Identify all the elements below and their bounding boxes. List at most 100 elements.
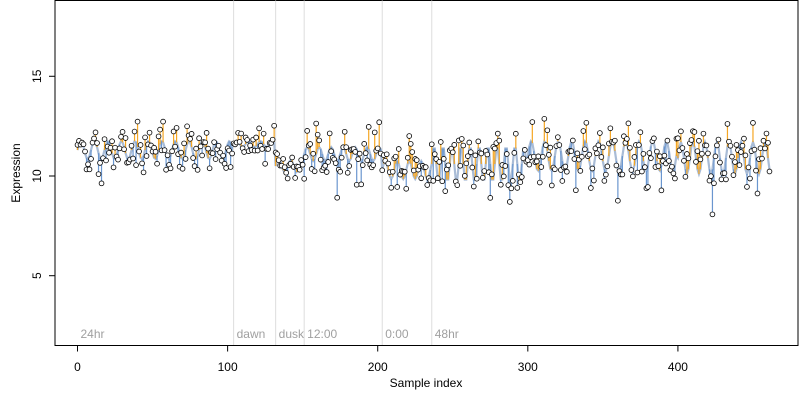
data-point-12	[92, 129, 99, 136]
data-point-461	[766, 168, 773, 175]
data-point-341	[586, 151, 593, 158]
data-point-422	[708, 173, 714, 179]
data-point-172	[332, 160, 339, 166]
data-point-79	[193, 145, 199, 152]
data-point-444	[741, 135, 747, 142]
data-point-349	[598, 154, 605, 160]
data-point-375	[637, 129, 644, 135]
data-point-271	[481, 168, 488, 174]
data-point-332	[573, 187, 579, 194]
data-point-407	[685, 155, 692, 162]
data-point-376	[639, 168, 645, 175]
data-point-194	[365, 124, 372, 130]
data-point-344	[591, 177, 597, 184]
data-point-28	[116, 145, 123, 152]
data-point-32	[122, 135, 129, 141]
data-point-88	[206, 165, 213, 172]
data-point-255	[457, 162, 464, 169]
data-point-381	[646, 150, 653, 156]
data-point-380	[645, 184, 651, 190]
data-point-133	[274, 151, 280, 157]
data-point-314	[546, 152, 552, 158]
data-point-59	[163, 167, 169, 173]
data-point-346	[594, 150, 600, 157]
data-point-207	[385, 160, 392, 167]
data-point-326	[564, 168, 570, 175]
data-point-310	[540, 153, 546, 160]
data-point-224	[410, 167, 417, 174]
data-point-396	[669, 163, 675, 170]
data-point-181	[346, 163, 352, 169]
data-point-413	[694, 148, 701, 154]
data-point-371	[631, 154, 638, 160]
data-point-306	[534, 158, 540, 165]
data-point-4	[80, 141, 87, 148]
data-point-157	[310, 150, 316, 157]
data-point-75	[187, 136, 193, 142]
x-tick-label-2: 200	[368, 360, 388, 374]
data-point-58	[161, 147, 168, 153]
data-point-320	[555, 134, 561, 140]
data-points	[74, 116, 773, 218]
data-point-296	[519, 174, 525, 180]
data-point-458	[762, 145, 768, 152]
data-point-432	[723, 176, 729, 183]
data-point-103	[229, 150, 235, 157]
data-point-131	[271, 122, 277, 129]
data-point-281	[496, 137, 503, 144]
data-point-70	[179, 165, 186, 172]
data-point-206	[383, 151, 390, 158]
data-point-83	[199, 152, 205, 159]
data-point-22	[107, 144, 114, 151]
data-point-293	[514, 185, 521, 191]
data-point-264	[470, 183, 477, 190]
data-point-415	[697, 156, 704, 163]
data-point-289	[508, 185, 515, 192]
data-point-337	[580, 128, 587, 134]
data-point-301	[526, 161, 533, 168]
data-point-137	[280, 156, 286, 162]
data-point-165	[322, 162, 328, 169]
data-point-411	[691, 129, 698, 135]
data-point-428	[717, 159, 723, 166]
data-point-288	[507, 199, 513, 205]
data-point-452	[753, 167, 759, 174]
data-point-377	[640, 151, 647, 157]
data-point-236	[428, 141, 435, 148]
data-point-113	[244, 137, 250, 143]
y-axis-title: Expression	[9, 143, 23, 202]
data-point-21	[106, 149, 112, 156]
data-point-148	[296, 166, 303, 173]
data-point-30	[119, 129, 126, 135]
data-point-27	[115, 156, 121, 163]
data-point-342	[588, 185, 594, 191]
data-point-69	[178, 149, 184, 156]
data-point-167	[325, 159, 331, 165]
data-point-173	[334, 194, 340, 201]
data-point-175	[337, 168, 343, 175]
x-tick-label-3: 300	[518, 360, 538, 374]
data-point-259	[463, 160, 470, 167]
data-point-185	[352, 149, 359, 155]
data-point-447	[745, 164, 752, 171]
data-point-369	[628, 167, 635, 173]
data-point-359	[613, 162, 620, 169]
data-point-197	[370, 162, 377, 168]
data-point-120	[254, 147, 261, 154]
data-point-238	[431, 151, 438, 157]
data-point-14	[95, 171, 102, 177]
data-point-140	[284, 175, 291, 182]
data-point-266	[473, 175, 480, 182]
y-axis: 5 10 15	[30, 69, 56, 279]
data-point-39	[133, 162, 139, 168]
data-point-358	[612, 137, 618, 144]
data-point-240	[434, 175, 441, 182]
data-point-347	[595, 142, 602, 149]
data-point-65	[172, 143, 178, 150]
data-point-40	[134, 118, 141, 125]
data-point-190	[359, 162, 366, 168]
data-point-71	[181, 140, 187, 147]
data-point-108	[236, 139, 243, 145]
data-point-62	[167, 165, 174, 172]
time-label-3: 12:00	[307, 327, 337, 341]
